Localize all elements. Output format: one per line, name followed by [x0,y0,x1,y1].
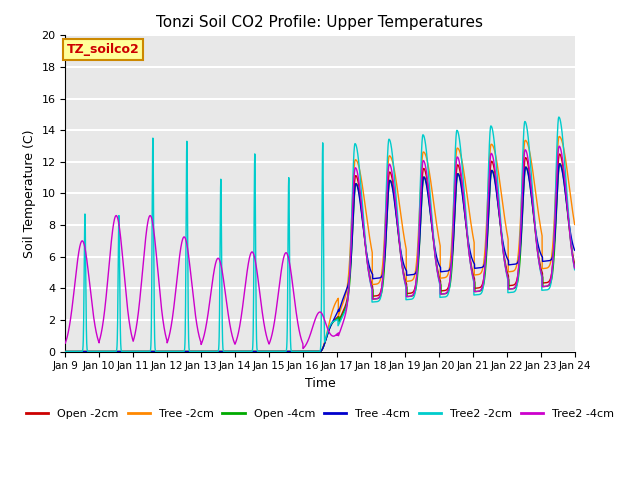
Text: TZ_soilco2: TZ_soilco2 [67,43,140,56]
Title: Tonzi Soil CO2 Profile: Upper Temperatures: Tonzi Soil CO2 Profile: Upper Temperatur… [157,15,483,30]
Y-axis label: Soil Temperature (C): Soil Temperature (C) [23,129,36,258]
X-axis label: Time: Time [305,377,335,390]
Legend: Open -2cm, Tree -2cm, Open -4cm, Tree -4cm, Tree2 -2cm, Tree2 -4cm: Open -2cm, Tree -2cm, Open -4cm, Tree -4… [22,405,618,423]
